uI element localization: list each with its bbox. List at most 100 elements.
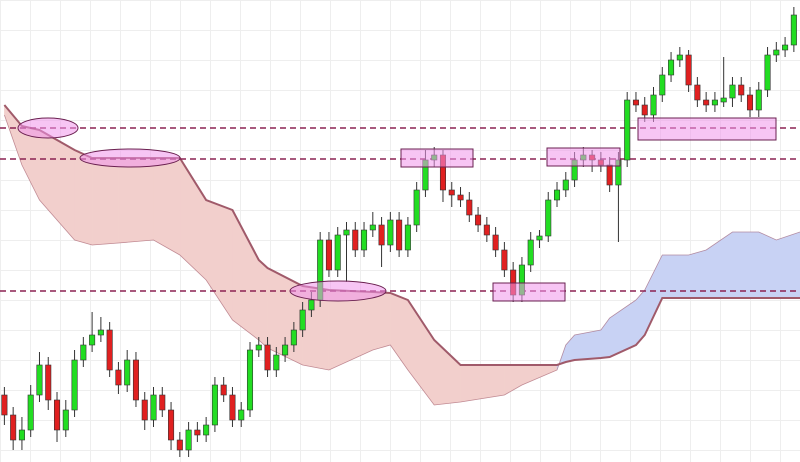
candle-body [729, 84, 736, 99]
candles [1, 7, 797, 457]
candle-body [404, 224, 411, 251]
candle-body [282, 344, 289, 356]
candle-body [264, 344, 271, 371]
candle-body [738, 84, 745, 96]
cloud-fill [205, 199, 233, 321]
candle-body [203, 424, 210, 436]
candle-body [168, 409, 175, 441]
candle-body [45, 364, 52, 401]
cloud-fill [565, 334, 575, 363]
cloud-fill [504, 364, 523, 396]
candle-body [334, 234, 341, 271]
candle-body [89, 334, 96, 346]
candle-body [632, 99, 639, 106]
cloud-fill [258, 259, 268, 349]
candle-body [790, 14, 797, 46]
highlight-box [637, 117, 777, 141]
candle-body [141, 399, 148, 421]
candle-body [325, 239, 332, 271]
candle-body [246, 349, 254, 411]
candle-body [106, 329, 113, 371]
candle-body [457, 194, 464, 201]
candle-body [255, 344, 262, 351]
candle-body [132, 359, 139, 401]
candle-body [80, 344, 87, 361]
candle-body [606, 164, 613, 186]
candle-body [720, 97, 727, 103]
cloud-fill [372, 291, 391, 351]
cloud-fill [91, 157, 119, 246]
highlight-ellipse [289, 280, 387, 302]
candle-body [10, 414, 17, 441]
candle-body [229, 394, 236, 421]
candle-body [238, 409, 245, 421]
candle-body [387, 219, 394, 246]
candle-body [545, 199, 552, 237]
highlight-ellipse [79, 148, 181, 168]
candle-body [650, 94, 657, 116]
candle-body [711, 99, 718, 106]
candle-body [185, 429, 192, 451]
candle-body [466, 199, 473, 216]
highlight-ellipse [17, 117, 79, 139]
highlight-box [546, 147, 621, 167]
candle-body [413, 189, 420, 226]
candle-body [562, 179, 569, 191]
candle-body [536, 235, 543, 241]
candle-body [676, 54, 683, 61]
candle-body [220, 384, 227, 396]
candle-body [746, 94, 754, 111]
candle-body [685, 54, 692, 86]
candle-body [27, 394, 34, 431]
candle-body [150, 394, 157, 421]
cloud-fill [74, 149, 93, 246]
cloud-fill [758, 231, 777, 299]
candle-body [659, 74, 666, 96]
cloud-fill [732, 231, 760, 299]
candle-body [773, 49, 780, 56]
candle-body [53, 399, 61, 431]
cloud-fill [232, 209, 260, 341]
cloud-fill [407, 299, 435, 406]
candle-body [668, 59, 675, 76]
candle-body [36, 364, 43, 396]
candle-body [703, 99, 710, 106]
candle-body [194, 429, 201, 436]
annotations [17, 117, 777, 302]
candle-body [71, 359, 78, 411]
candle-body [115, 369, 122, 386]
candle-body [176, 439, 183, 451]
candle-body [396, 219, 403, 251]
cloud-fill [153, 157, 181, 256]
cloud-fill [705, 231, 733, 299]
candle-body [299, 309, 306, 331]
cloud-fill [433, 339, 461, 406]
candle-body [211, 384, 218, 426]
candle-body [361, 229, 368, 251]
candle-body [62, 409, 69, 431]
candle-body [492, 234, 499, 251]
cloud-fill [118, 157, 154, 244]
candle-body [624, 99, 631, 161]
cloud-fill [644, 254, 663, 336]
candle-body [159, 394, 166, 411]
candle-body [352, 229, 359, 251]
candle-body [369, 224, 376, 231]
cloud-fill [776, 231, 800, 299]
candle-body [527, 239, 534, 266]
candle-body [1, 394, 8, 416]
candle-body [308, 299, 315, 311]
candle-body [694, 84, 701, 101]
candle-body [641, 104, 648, 116]
highlight-box [400, 148, 474, 168]
candle-body [18, 429, 25, 441]
candle-body [448, 189, 455, 196]
candle-body [483, 224, 490, 236]
cloud-line [4, 114, 800, 406]
candle-body [782, 44, 789, 51]
cloud-fill [179, 157, 207, 281]
candle-body [378, 224, 385, 246]
candle-body [273, 354, 280, 371]
candle-body [475, 214, 482, 226]
